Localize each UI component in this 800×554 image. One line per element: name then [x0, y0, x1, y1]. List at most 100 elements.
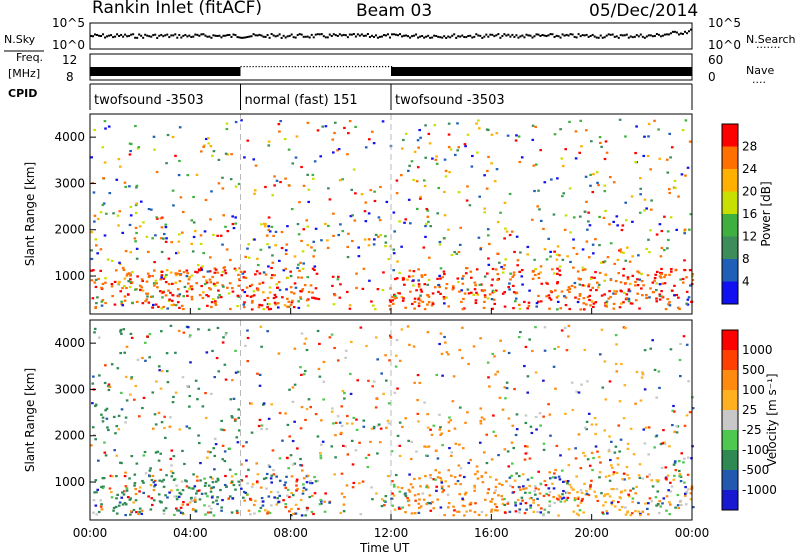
range-cell	[444, 175, 448, 178]
range-cell	[222, 214, 225, 217]
range-cell	[417, 493, 420, 496]
range-cell	[372, 304, 375, 307]
freq-dot	[255, 66, 257, 68]
range-cell	[436, 498, 440, 501]
range-cell	[153, 485, 156, 488]
range-cell	[623, 291, 626, 295]
range-cell	[508, 282, 511, 285]
range-cell	[259, 325, 263, 328]
range-cell	[158, 369, 161, 372]
range-cell	[317, 297, 321, 301]
range-cell	[404, 132, 408, 135]
range-cell	[422, 498, 426, 501]
range-cell	[646, 507, 649, 511]
nave-tick-bottom: 0	[708, 70, 716, 84]
range-cell	[596, 499, 600, 503]
range-cell	[114, 432, 117, 435]
noise-point	[643, 36, 646, 39]
range-cell	[445, 296, 448, 299]
range-cell	[668, 513, 672, 516]
range-cell	[174, 272, 178, 275]
noise-point	[104, 36, 107, 39]
range-cell	[550, 178, 553, 181]
noise-point	[276, 34, 279, 37]
range-cell	[91, 297, 95, 300]
freq-dot	[333, 66, 336, 68]
range-cell	[226, 153, 229, 156]
range-cell	[186, 385, 189, 388]
range-cell	[640, 279, 644, 283]
range-cell	[319, 457, 323, 460]
range-cell	[557, 494, 561, 497]
noise-point	[180, 36, 183, 39]
range-cell	[554, 468, 557, 472]
noise-point	[210, 36, 213, 39]
range-cell	[199, 461, 202, 465]
range-cell	[296, 487, 299, 491]
range-cell	[392, 269, 396, 272]
range-cell	[91, 402, 94, 405]
power-colorbar-label: Power [dB]	[759, 181, 773, 246]
range-cell	[503, 503, 506, 507]
range-cell	[244, 255, 247, 258]
range-cell	[141, 406, 144, 410]
range-cell	[237, 429, 241, 432]
range-cell	[350, 439, 354, 442]
range-cell	[314, 480, 318, 483]
range-cell	[267, 308, 271, 311]
range-cell	[178, 159, 181, 163]
range-cell	[441, 374, 444, 377]
range-cell	[529, 506, 532, 509]
range-cell	[258, 418, 262, 422]
range-cell	[182, 295, 186, 298]
range-cell	[247, 468, 250, 471]
range-cell	[147, 207, 151, 211]
range-cell	[310, 510, 314, 514]
range-cell	[123, 299, 127, 302]
range-cell	[410, 512, 414, 515]
range-cell	[457, 464, 461, 467]
range-cell	[285, 456, 289, 459]
colorbar-swatch	[722, 470, 738, 490]
freq-dot	[282, 66, 284, 68]
range-cell	[482, 306, 486, 310]
range-cell	[549, 290, 553, 293]
range-cell	[674, 506, 677, 509]
range-cell	[655, 396, 659, 399]
range-cell	[344, 349, 348, 352]
noise-point	[463, 36, 466, 39]
range-cell	[336, 275, 340, 278]
range-cell	[470, 276, 473, 279]
range-cell	[382, 499, 386, 503]
noise-point	[270, 33, 273, 36]
range-cell	[683, 232, 686, 235]
range-cell	[658, 294, 662, 298]
colorbar-swatch	[722, 410, 738, 430]
range-cell	[260, 304, 264, 307]
range-cell	[108, 487, 112, 490]
range-cell	[435, 449, 438, 452]
range-cell	[626, 511, 629, 514]
range-cell	[278, 479, 282, 482]
range-cell	[291, 162, 295, 165]
range-cell	[163, 426, 166, 430]
range-cell	[337, 148, 341, 151]
range-cell	[485, 461, 489, 465]
range-cell	[188, 501, 192, 504]
range-cell	[90, 156, 93, 159]
range-cell	[271, 261, 275, 264]
noise-point	[607, 33, 610, 36]
noise-point	[120, 33, 123, 36]
range-cell	[480, 475, 484, 478]
range-cell	[391, 504, 394, 507]
range-cell	[460, 289, 463, 292]
range-cell	[560, 497, 564, 500]
noise-point	[382, 34, 385, 37]
range-cell	[128, 272, 131, 275]
range-cell	[411, 486, 415, 489]
range-cell	[404, 306, 407, 309]
range-cell	[603, 190, 607, 193]
range-cell	[103, 441, 106, 444]
range-cell	[542, 494, 546, 498]
range-cell	[286, 305, 289, 308]
